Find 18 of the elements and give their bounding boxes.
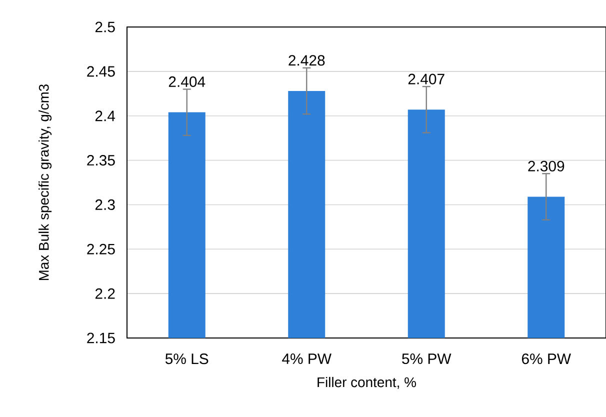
y-tick-label: 2.4 xyxy=(95,110,116,122)
x-axis-title: Filler content, % xyxy=(318,376,416,389)
x-tick-label: 5% LS xyxy=(165,354,208,364)
x-tick-label: 4% PW xyxy=(282,354,332,364)
y-tick-label: 2.3 xyxy=(95,199,115,210)
data-label: 2.404 xyxy=(168,76,206,87)
y-tick-label: 2.5 xyxy=(95,22,115,32)
y-axis-title: Max Bulk specific gravity, g/cm3 xyxy=(38,84,52,280)
y-tick-label: 2.35 xyxy=(87,154,115,166)
data-label: 2.428 xyxy=(288,55,325,66)
data-label: 2.407 xyxy=(408,74,444,84)
x-tick-label: 5% PW xyxy=(402,354,452,364)
y-tick-label: 2.15 xyxy=(87,332,115,344)
x-tick-label: 6% PW xyxy=(522,354,571,364)
y-tick-label: 2.25 xyxy=(87,244,115,254)
data-label: 2.309 xyxy=(528,160,564,172)
y-tick-label: 2.45 xyxy=(87,66,115,77)
y-tick-label: 2.2 xyxy=(95,288,115,299)
